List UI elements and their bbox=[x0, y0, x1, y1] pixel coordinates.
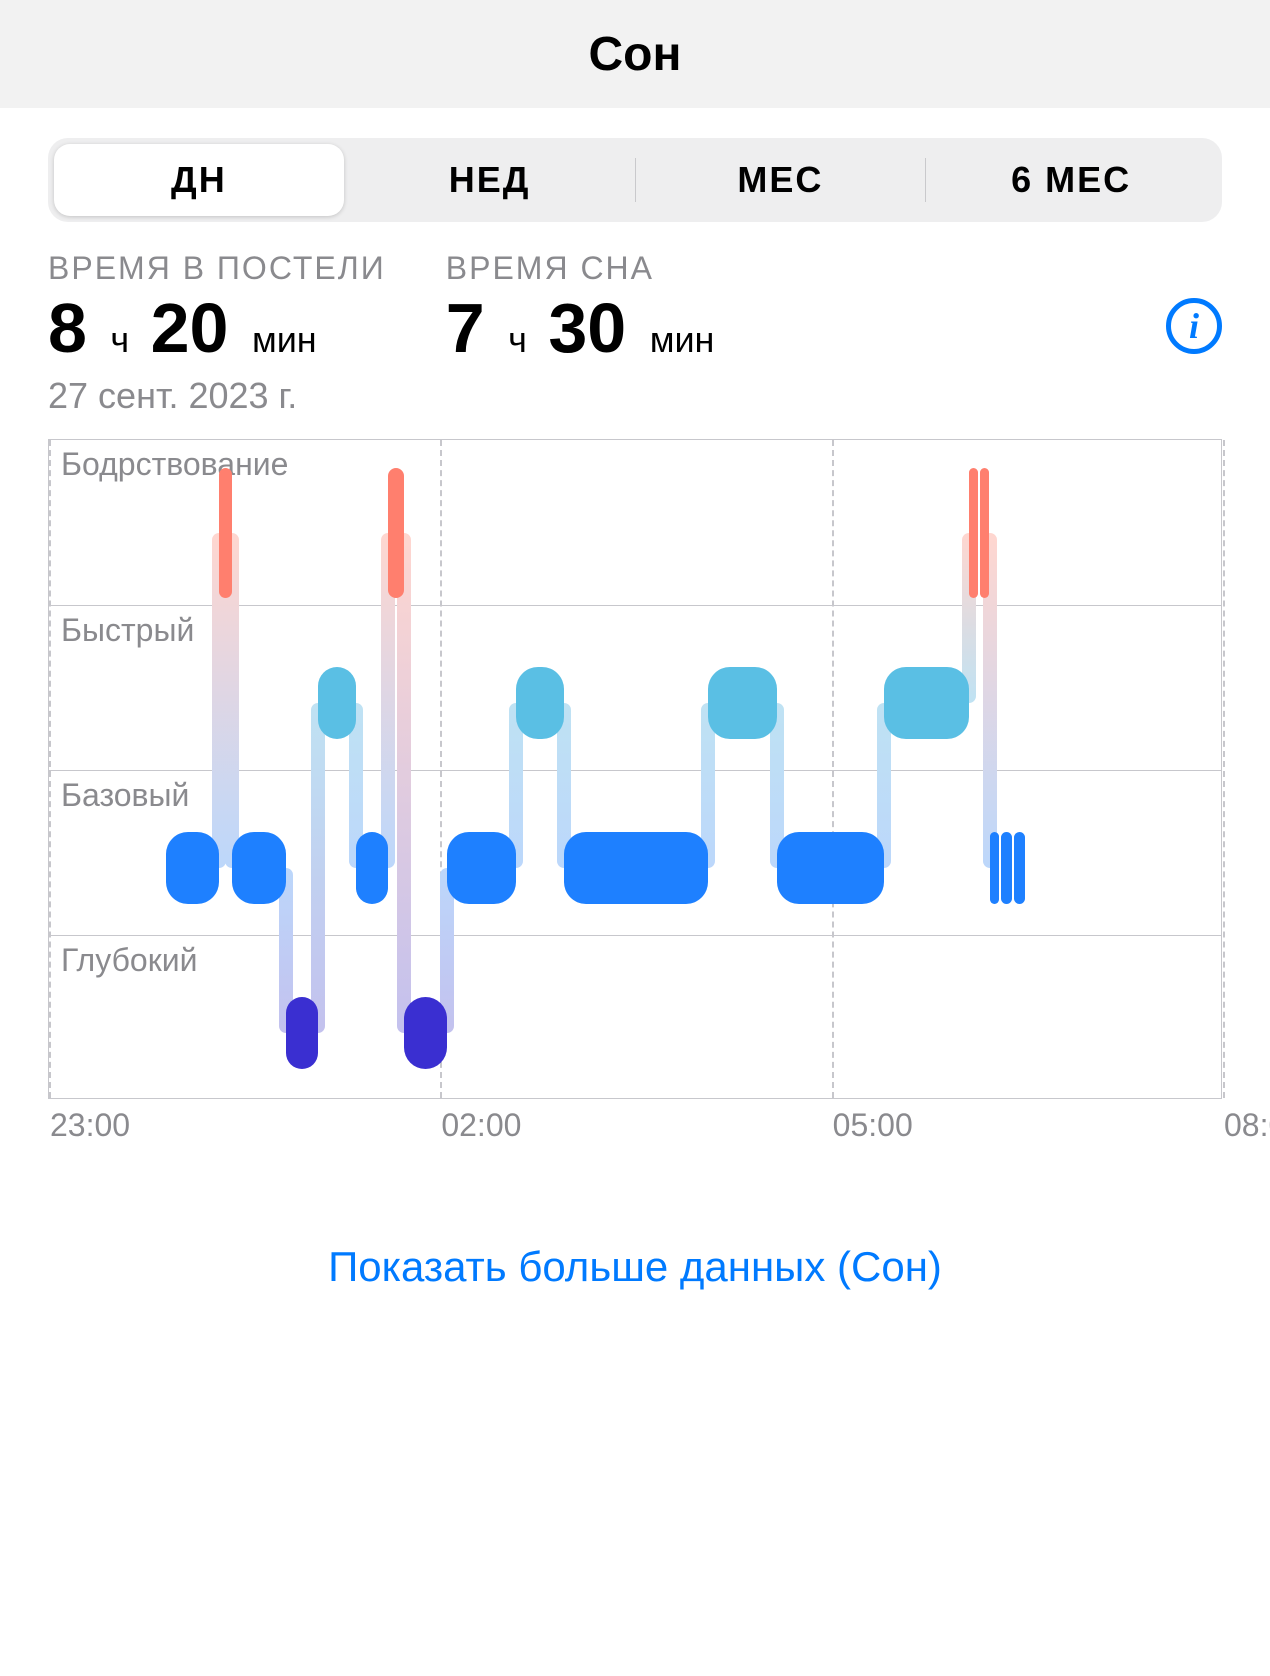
x-gridline bbox=[1223, 440, 1225, 1098]
hours-unit: ч bbox=[110, 319, 129, 360]
minutes-number: 20 bbox=[151, 289, 229, 367]
x-gridline bbox=[49, 440, 51, 1098]
x-tick-label: 23:00 bbox=[50, 1107, 130, 1144]
segmented-control: ДННЕДМЕС6 МЕС bbox=[48, 138, 1222, 222]
x-tick-label: 05:00 bbox=[833, 1107, 913, 1144]
minutes-unit: мин bbox=[650, 319, 715, 360]
hours-number: 8 bbox=[48, 289, 87, 367]
page-title: Сон bbox=[589, 27, 682, 82]
stat-value: 8 ч 20 мин bbox=[48, 293, 386, 363]
stat-value: 7 ч 30 мин bbox=[446, 293, 717, 363]
stage-block-awake bbox=[969, 468, 978, 598]
show-more-data-button[interactable]: Показать больше данных (Сон) bbox=[328, 1243, 942, 1291]
stage-block-core bbox=[1001, 832, 1011, 904]
info-icon: i bbox=[1189, 305, 1199, 347]
stats-row: ВРЕМЯ В ПОСТЕЛИ 8 ч 20 мин 27 сент. 2023… bbox=[48, 250, 1222, 417]
lane-label-deep: Глубокий bbox=[61, 942, 197, 979]
stage-block-core bbox=[1014, 832, 1024, 904]
stage-block-core bbox=[990, 832, 999, 904]
x-gridline bbox=[832, 440, 834, 1098]
sleep-chart: Бодрствование Быстрый Базовый Глубокий 23:0… bbox=[48, 439, 1222, 1163]
stage-block-core bbox=[232, 832, 287, 904]
minutes-number: 30 bbox=[548, 289, 626, 367]
more-data-row: Показать больше данных (Сон) bbox=[48, 1243, 1222, 1291]
stage-block-rem bbox=[884, 667, 969, 739]
stage-block-core bbox=[777, 832, 884, 904]
lane-label-core: Базовый bbox=[61, 777, 189, 814]
stage-block-deep bbox=[286, 997, 317, 1069]
chart-area: Бодрствование Быстрый Базовый Глубокий bbox=[48, 439, 1222, 1099]
x-tick-label: 08:00 bbox=[1224, 1107, 1270, 1144]
stat-label: ВРЕМЯ СНА bbox=[446, 250, 717, 287]
content: ДННЕДМЕС6 МЕС ВРЕМЯ В ПОСТЕЛИ 8 ч 20 мин… bbox=[0, 108, 1270, 1291]
stage-block-core bbox=[447, 832, 516, 904]
minutes-unit: мин bbox=[252, 319, 317, 360]
stage-block-awake bbox=[219, 468, 232, 598]
hours-unit: ч bbox=[508, 319, 527, 360]
header-bar: Сон bbox=[0, 0, 1270, 108]
segmented-item-мес[interactable]: МЕС bbox=[636, 144, 926, 216]
stage-block-awake bbox=[388, 468, 404, 598]
stage-block-rem bbox=[516, 667, 564, 739]
stage-block-awake bbox=[980, 468, 989, 598]
lane-deep: Глубокий bbox=[49, 935, 1221, 1100]
lane-label-awake: Бодрствование bbox=[61, 446, 288, 483]
info-button[interactable]: i bbox=[1166, 298, 1222, 354]
segmented-item-дн[interactable]: ДН bbox=[54, 144, 344, 216]
segmented-item-нед[interactable]: НЕД bbox=[345, 144, 635, 216]
hours-number: 7 bbox=[446, 289, 485, 367]
segmented-item-6мес[interactable]: 6 МЕС bbox=[926, 144, 1216, 216]
stage-connector bbox=[311, 703, 325, 1033]
stage-block-core bbox=[166, 832, 218, 904]
stat-time-in-bed: ВРЕМЯ В ПОСТЕЛИ 8 ч 20 мин 27 сент. 2023… bbox=[48, 250, 386, 417]
stage-block-deep bbox=[404, 997, 447, 1069]
lane-label-rem: Быстрый bbox=[61, 612, 194, 649]
stage-block-core bbox=[564, 832, 707, 904]
x-tick-label: 02:00 bbox=[441, 1107, 521, 1144]
stage-connector bbox=[397, 533, 411, 1033]
stat-date: 27 сент. 2023 г. bbox=[48, 375, 386, 417]
x-axis: 23:0002:0005:0008:00 bbox=[48, 1107, 1222, 1163]
stage-block-rem bbox=[708, 667, 777, 739]
stage-block-core bbox=[356, 832, 389, 904]
stage-block-rem bbox=[318, 667, 356, 739]
stat-label: ВРЕМЯ В ПОСТЕЛИ bbox=[48, 250, 386, 287]
stat-time-asleep: ВРЕМЯ СНА 7 ч 30 мин bbox=[446, 250, 717, 363]
